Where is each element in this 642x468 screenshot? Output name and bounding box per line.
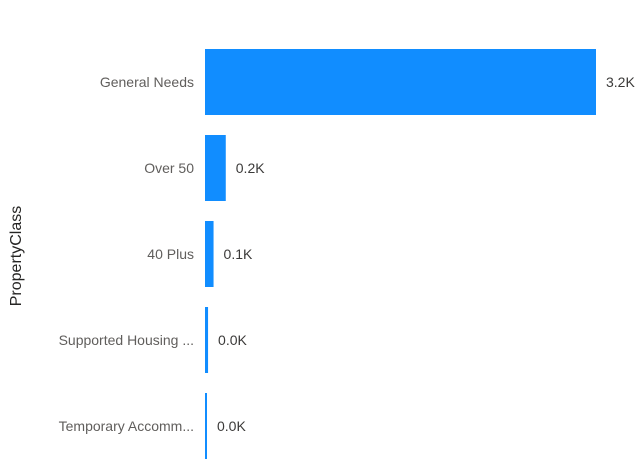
data-labels: 3.2K 0.2K 0.1K 0.0K 0.0K [217,74,635,434]
bar-2[interactable] [205,221,214,287]
bar-1[interactable] [205,135,226,201]
bars-layer [205,49,596,459]
y-axis-title: PropertyClass [8,206,25,306]
data-label-4: 0.0K [217,418,246,434]
bar-3[interactable] [205,307,209,373]
bar-4[interactable] [205,393,207,459]
category-label-3: Supported Housing ... [59,332,194,348]
data-label-2: 0.1K [224,246,253,262]
category-labels: General Needs Over 50 40 Plus Supported Hou… [59,74,195,434]
bar-0[interactable] [205,49,596,115]
data-label-1: 0.2K [236,160,265,176]
data-label-0: 3.2K [606,74,635,90]
category-label-4: Temporary Accomm... [59,418,194,434]
data-label-3: 0.0K [218,332,247,348]
category-label-2: 40 Plus [147,246,194,262]
category-label-0: General Needs [100,74,194,90]
category-label-1: Over 50 [144,160,194,176]
